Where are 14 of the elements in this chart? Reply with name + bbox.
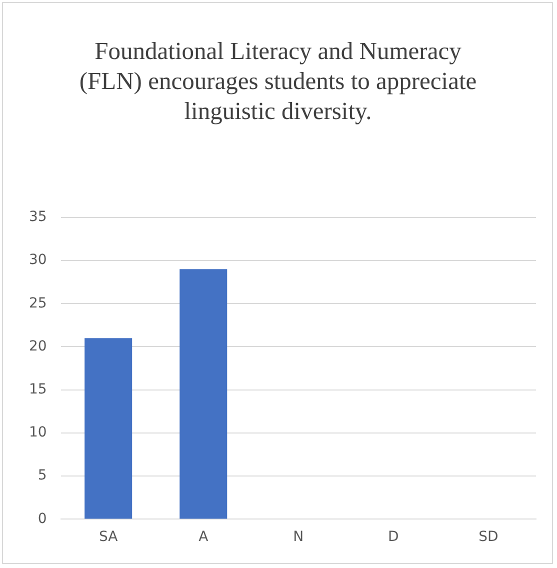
x-tick-label: D bbox=[388, 529, 399, 546]
x-tick-label: A bbox=[198, 529, 209, 546]
y-tick-label: 5 bbox=[38, 468, 47, 484]
y-tick-label: 20 bbox=[28, 338, 47, 354]
y-tick-label: 35 bbox=[28, 209, 47, 226]
y-tick-label: 0 bbox=[38, 510, 47, 527]
x-tick-label: SA bbox=[98, 529, 118, 546]
y-tick-label: 25 bbox=[28, 295, 47, 312]
x-tick-label: N bbox=[293, 529, 304, 546]
y-tick-label: 30 bbox=[28, 252, 47, 268]
y-tick-label: 10 bbox=[28, 424, 47, 441]
x-tick-label: SD bbox=[478, 529, 498, 546]
chart-title: Foundational Literacy and Numeracy (FLN) encourages students to appreciate linguistic diversity. bbox=[78, 37, 478, 127]
y-tick-label: 15 bbox=[28, 382, 47, 398]
